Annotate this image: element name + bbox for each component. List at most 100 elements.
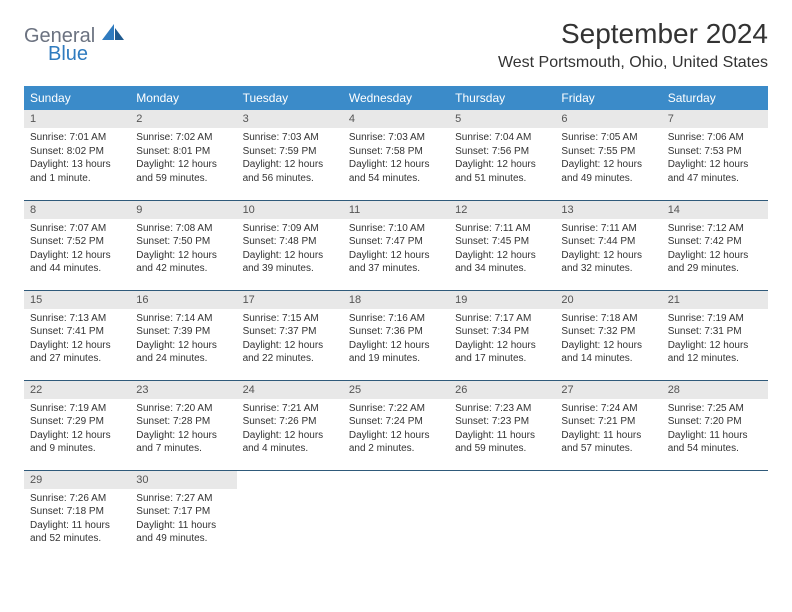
- day-data: Sunrise: 7:03 AMSunset: 7:59 PMDaylight:…: [237, 128, 343, 191]
- day-number: 30: [130, 471, 236, 489]
- daylight-line: Daylight: 12 hours and 12 minutes.: [668, 339, 762, 366]
- day-number: 5: [449, 110, 555, 128]
- sunset-line: Sunset: 7:18 PM: [30, 505, 124, 519]
- day-data: Sunrise: 7:02 AMSunset: 8:01 PMDaylight:…: [130, 128, 236, 191]
- daylight-line: Daylight: 12 hours and 24 minutes.: [136, 339, 230, 366]
- title-block: September 2024 West Portsmouth, Ohio, Un…: [498, 18, 768, 72]
- sunset-line: Sunset: 7:24 PM: [349, 415, 443, 429]
- day-cell: 27Sunrise: 7:24 AMSunset: 7:21 PMDayligh…: [555, 380, 661, 470]
- day-data: Sunrise: 7:11 AMSunset: 7:45 PMDaylight:…: [449, 219, 555, 282]
- day-header: Tuesday: [237, 86, 343, 110]
- sunset-line: Sunset: 7:53 PM: [668, 145, 762, 159]
- sunrise-line: Sunrise: 7:23 AM: [455, 402, 549, 416]
- day-cell: 4Sunrise: 7:03 AMSunset: 7:58 PMDaylight…: [343, 110, 449, 200]
- day-cell: 2Sunrise: 7:02 AMSunset: 8:01 PMDaylight…: [130, 110, 236, 200]
- sunset-line: Sunset: 7:41 PM: [30, 325, 124, 339]
- sunrise-line: Sunrise: 7:09 AM: [243, 222, 337, 236]
- day-number: 28: [662, 381, 768, 399]
- sunset-line: Sunset: 7:34 PM: [455, 325, 549, 339]
- sunset-line: Sunset: 7:56 PM: [455, 145, 549, 159]
- daylight-line: Daylight: 12 hours and 37 minutes.: [349, 249, 443, 276]
- day-cell: 6Sunrise: 7:05 AMSunset: 7:55 PMDaylight…: [555, 110, 661, 200]
- day-cell: 12Sunrise: 7:11 AMSunset: 7:45 PMDayligh…: [449, 200, 555, 290]
- daylight-line: Daylight: 12 hours and 14 minutes.: [561, 339, 655, 366]
- sunset-line: Sunset: 7:39 PM: [136, 325, 230, 339]
- day-cell: 18Sunrise: 7:16 AMSunset: 7:36 PMDayligh…: [343, 290, 449, 380]
- day-data: Sunrise: 7:08 AMSunset: 7:50 PMDaylight:…: [130, 219, 236, 282]
- day-data: Sunrise: 7:03 AMSunset: 7:58 PMDaylight:…: [343, 128, 449, 191]
- sunrise-line: Sunrise: 7:03 AM: [349, 131, 443, 145]
- day-cell: 24Sunrise: 7:21 AMSunset: 7:26 PMDayligh…: [237, 380, 343, 470]
- daylight-line: Daylight: 11 hours and 49 minutes.: [136, 519, 230, 546]
- day-cell: 29Sunrise: 7:26 AMSunset: 7:18 PMDayligh…: [24, 470, 130, 560]
- daylight-line: Daylight: 12 hours and 59 minutes.: [136, 158, 230, 185]
- day-cell: 17Sunrise: 7:15 AMSunset: 7:37 PMDayligh…: [237, 290, 343, 380]
- day-data: Sunrise: 7:13 AMSunset: 7:41 PMDaylight:…: [24, 309, 130, 372]
- sunrise-line: Sunrise: 7:03 AM: [243, 131, 337, 145]
- day-data: Sunrise: 7:18 AMSunset: 7:32 PMDaylight:…: [555, 309, 661, 372]
- day-number: 25: [343, 381, 449, 399]
- daylight-line: Daylight: 12 hours and 51 minutes.: [455, 158, 549, 185]
- sunset-line: Sunset: 7:45 PM: [455, 235, 549, 249]
- daylight-line: Daylight: 12 hours and 29 minutes.: [668, 249, 762, 276]
- day-number: 24: [237, 381, 343, 399]
- day-number: 4: [343, 110, 449, 128]
- day-number: 8: [24, 201, 130, 219]
- calendar-table: SundayMondayTuesdayWednesdayThursdayFrid…: [24, 86, 768, 560]
- day-header-row: SundayMondayTuesdayWednesdayThursdayFrid…: [24, 86, 768, 110]
- empty-cell: [449, 470, 555, 560]
- day-data: Sunrise: 7:19 AMSunset: 7:31 PMDaylight:…: [662, 309, 768, 372]
- logo-blue: Blue: [48, 45, 124, 63]
- daylight-line: Daylight: 13 hours and 1 minute.: [30, 158, 124, 185]
- daylight-line: Daylight: 12 hours and 56 minutes.: [243, 158, 337, 185]
- week-row: 15Sunrise: 7:13 AMSunset: 7:41 PMDayligh…: [24, 290, 768, 380]
- day-cell: 21Sunrise: 7:19 AMSunset: 7:31 PMDayligh…: [662, 290, 768, 380]
- day-header: Thursday: [449, 86, 555, 110]
- empty-cell: [555, 470, 661, 560]
- day-data: Sunrise: 7:12 AMSunset: 7:42 PMDaylight:…: [662, 219, 768, 282]
- daylight-line: Daylight: 12 hours and 54 minutes.: [349, 158, 443, 185]
- daylight-line: Daylight: 12 hours and 34 minutes.: [455, 249, 549, 276]
- day-data: Sunrise: 7:22 AMSunset: 7:24 PMDaylight:…: [343, 399, 449, 462]
- daylight-line: Daylight: 12 hours and 9 minutes.: [30, 429, 124, 456]
- daylight-line: Daylight: 11 hours and 54 minutes.: [668, 429, 762, 456]
- day-number: 1: [24, 110, 130, 128]
- day-number: 7: [662, 110, 768, 128]
- sunrise-line: Sunrise: 7:12 AM: [668, 222, 762, 236]
- day-number: 18: [343, 291, 449, 309]
- day-number: 22: [24, 381, 130, 399]
- logo-text: General Blue: [24, 22, 124, 63]
- sunset-line: Sunset: 8:02 PM: [30, 145, 124, 159]
- location: West Portsmouth, Ohio, United States: [498, 54, 768, 72]
- sunset-line: Sunset: 7:21 PM: [561, 415, 655, 429]
- day-number: 27: [555, 381, 661, 399]
- day-data: Sunrise: 7:09 AMSunset: 7:48 PMDaylight:…: [237, 219, 343, 282]
- day-number: 9: [130, 201, 236, 219]
- day-number: 15: [24, 291, 130, 309]
- day-cell: 20Sunrise: 7:18 AMSunset: 7:32 PMDayligh…: [555, 290, 661, 380]
- sunset-line: Sunset: 7:36 PM: [349, 325, 443, 339]
- sunrise-line: Sunrise: 7:20 AM: [136, 402, 230, 416]
- day-header: Sunday: [24, 86, 130, 110]
- logo-sail-icon: [102, 24, 124, 42]
- day-data: Sunrise: 7:14 AMSunset: 7:39 PMDaylight:…: [130, 309, 236, 372]
- sunrise-line: Sunrise: 7:10 AM: [349, 222, 443, 236]
- day-number: 13: [555, 201, 661, 219]
- daylight-line: Daylight: 12 hours and 17 minutes.: [455, 339, 549, 366]
- sunset-line: Sunset: 7:23 PM: [455, 415, 549, 429]
- day-data: Sunrise: 7:07 AMSunset: 7:52 PMDaylight:…: [24, 219, 130, 282]
- sunrise-line: Sunrise: 7:01 AM: [30, 131, 124, 145]
- day-data: Sunrise: 7:01 AMSunset: 8:02 PMDaylight:…: [24, 128, 130, 191]
- sunset-line: Sunset: 7:37 PM: [243, 325, 337, 339]
- sunrise-line: Sunrise: 7:14 AM: [136, 312, 230, 326]
- day-cell: 5Sunrise: 7:04 AMSunset: 7:56 PMDaylight…: [449, 110, 555, 200]
- sunrise-line: Sunrise: 7:08 AM: [136, 222, 230, 236]
- day-data: Sunrise: 7:10 AMSunset: 7:47 PMDaylight:…: [343, 219, 449, 282]
- daylight-line: Daylight: 11 hours and 57 minutes.: [561, 429, 655, 456]
- day-data: Sunrise: 7:06 AMSunset: 7:53 PMDaylight:…: [662, 128, 768, 191]
- day-data: Sunrise: 7:04 AMSunset: 7:56 PMDaylight:…: [449, 128, 555, 191]
- day-cell: 1Sunrise: 7:01 AMSunset: 8:02 PMDaylight…: [24, 110, 130, 200]
- day-header: Saturday: [662, 86, 768, 110]
- day-number: 29: [24, 471, 130, 489]
- day-data: Sunrise: 7:19 AMSunset: 7:29 PMDaylight:…: [24, 399, 130, 462]
